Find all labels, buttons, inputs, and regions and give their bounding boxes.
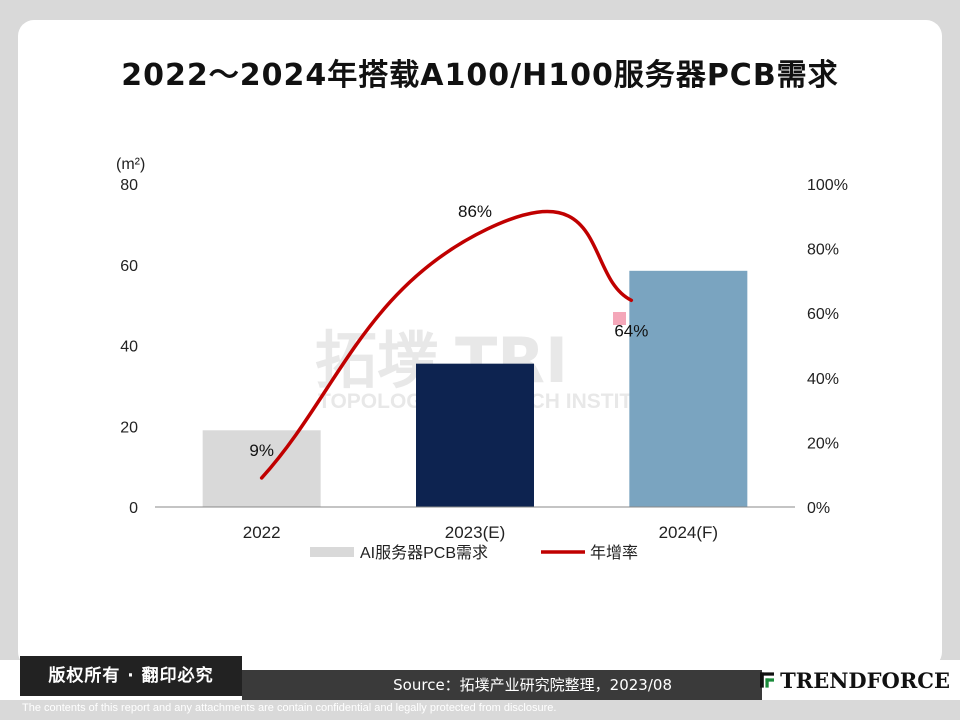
y-right-tick-label: 0% <box>807 500 830 517</box>
bar-0 <box>202 430 321 507</box>
source-note: Source：拓墣产业研究院整理，2023/08 <box>242 670 762 700</box>
y-right-tick-label: 80% <box>807 242 839 259</box>
y-left-tick-label: 80 <box>120 177 138 194</box>
growth-data-label: 9% <box>249 441 274 460</box>
y-right-tick-label: 40% <box>807 371 839 388</box>
bar-1 <box>416 363 534 507</box>
x-tick-label: 2022 <box>243 523 281 542</box>
y-left-tick-label: 60 <box>120 258 138 275</box>
chart-card <box>18 20 942 668</box>
legend-bar-swatch <box>310 547 354 557</box>
trendforce-logo: TRENDFORCE <box>760 660 950 700</box>
x-tick-label: 2023(E) <box>445 523 505 542</box>
y-right-tick-label: 20% <box>807 435 839 452</box>
watermark-accent-square <box>613 312 626 325</box>
y-left-unit-label: (m²) <box>116 156 145 173</box>
y-right-tick-label: 100% <box>807 177 848 194</box>
trendforce-logo-icon <box>760 672 775 688</box>
trendforce-logo-text: TRENDFORCE <box>780 667 950 693</box>
legend-bar-label: AI服务器PCB需求 <box>360 544 488 562</box>
growth-rate-line <box>259 209 634 480</box>
y-left-tick-label: 0 <box>129 500 138 517</box>
x-tick-label: 2024(F) <box>659 523 719 542</box>
y-right-tick-label: 60% <box>807 306 839 323</box>
chart-title: 2022～2024年搭载A100/H100服务器PCB需求 <box>121 58 839 93</box>
copyright-badge: 版权所有 · 翻印必究 <box>20 656 242 696</box>
y-left-tick-label: 20 <box>120 419 138 436</box>
combo-chart: 拓墣 TRI TOPOLOGY RESEARCH INSTITUTE 02040… <box>116 156 848 562</box>
growth-data-label: 86% <box>458 202 492 221</box>
disclaimer: The contents of this report and any atta… <box>22 702 557 714</box>
y-left-tick-label: 40 <box>120 339 138 356</box>
growth-data-label: 64% <box>614 321 648 340</box>
legend-line-label: 年增率 <box>590 544 638 562</box>
bar-2 <box>629 270 748 507</box>
